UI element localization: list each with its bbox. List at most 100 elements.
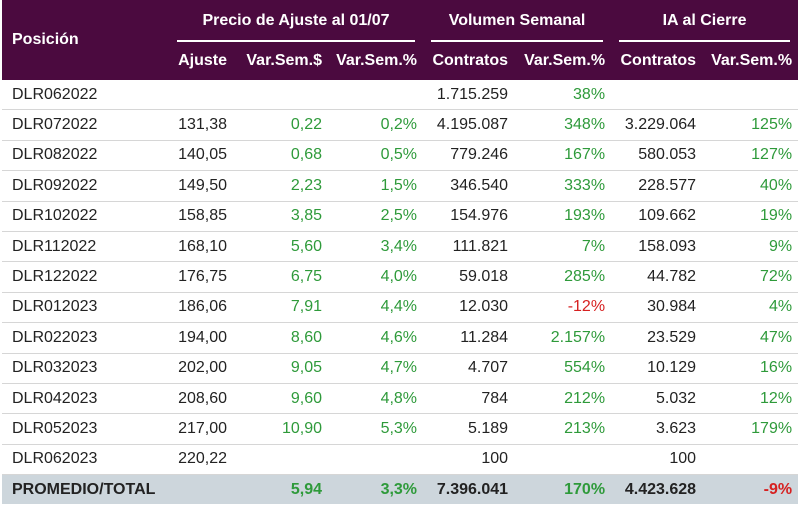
futures-table-container: Posición Precio de Ajuste al 01/07 Volum… <box>2 0 799 505</box>
cell-posicion: DLR092022 <box>2 170 169 202</box>
cell-posicion: DLR062023 <box>2 444 169 476</box>
table-cell: 228.577 <box>611 170 703 202</box>
table-cell: 179% <box>702 413 799 445</box>
table-cell: 9% <box>702 231 799 263</box>
table-cell: 5.032 <box>611 383 703 415</box>
table-cell: 2.157% <box>514 322 612 354</box>
table-cell: 72% <box>702 261 799 293</box>
table-cell: 47% <box>702 322 799 354</box>
table-body: DLR062022 1.715.259 38% DLR072022 131,38 0,22… <box>2 80 799 505</box>
table-cell: 2,5% <box>328 201 424 232</box>
table-cell: 100 <box>423 444 515 476</box>
table-cell: 5,94 <box>233 474 328 505</box>
table-cell: 100 <box>611 444 703 476</box>
table-row: DLR062022 1.715.259 38% <box>2 80 799 111</box>
table-cell: 6,75 <box>233 261 328 293</box>
header-group-ia-label: IA al Cierre <box>662 12 747 29</box>
table-cell: 8,60 <box>233 322 328 354</box>
table-cell <box>233 444 328 476</box>
table-cell: 3.623 <box>611 413 703 445</box>
table-cell: 140,05 <box>169 140 233 172</box>
table-cell: 348% <box>514 109 612 141</box>
table-cell: 38% <box>514 80 612 111</box>
table-row: DLR102022 158,85 3,85 2,5% 154.976 193% 109.66… <box>2 201 799 232</box>
table-cell: 10.129 <box>611 353 703 384</box>
table-row: DLR082022 140,05 0,68 0,5% 779.246 167% 580.05… <box>2 140 799 172</box>
cell-posicion: DLR032023 <box>2 353 169 384</box>
table-cell: 4,0% <box>328 261 424 293</box>
table-cell: 0,68 <box>233 140 328 172</box>
table-cell: 220,22 <box>169 444 233 476</box>
table-cell: 4,7% <box>328 353 424 384</box>
table-cell: 0,22 <box>233 109 328 141</box>
subheader-volumen-var-sem-pct: Var.Sem.% <box>514 42 612 80</box>
table-cell: 127% <box>702 140 799 172</box>
cell-posicion: PROMEDIO/TOTAL <box>2 474 169 505</box>
cell-posicion: DLR072022 <box>2 109 169 141</box>
table-cell: 167% <box>514 140 612 172</box>
header-group-precio-label: Precio de Ajuste al 01/07 <box>202 12 390 29</box>
table-cell <box>702 80 799 111</box>
table-cell <box>233 80 328 111</box>
cell-posicion: DLR012023 <box>2 292 169 324</box>
table-cell: 4% <box>702 292 799 324</box>
table-cell: 285% <box>514 261 612 293</box>
header-group-precio-ajuste: Precio de Ajuste al 01/07 <box>169 0 424 42</box>
table-cell: 176,75 <box>169 261 233 293</box>
table-row: DLR112022 168,10 5,60 3,4% 111.821 7% 158.093 9… <box>2 231 799 263</box>
table-cell: 3.229.064 <box>611 109 703 141</box>
table-cell: 30.984 <box>611 292 703 324</box>
table-cell: 125% <box>702 109 799 141</box>
subheader-var-sem-pesos: Var.Sem.$ <box>233 42 328 80</box>
table-cell: 19% <box>702 201 799 232</box>
table-cell: 4.707 <box>423 353 515 384</box>
table-row: DLR072022 131,38 0,22 0,2% 4.195.087 348% 3.22… <box>2 109 799 141</box>
table-cell: 554% <box>514 353 612 384</box>
table-cell: -9% <box>702 474 799 505</box>
table-cell: 12.030 <box>423 292 515 324</box>
table-cell: 158.093 <box>611 231 703 263</box>
cell-posicion: DLR062022 <box>2 80 169 111</box>
futures-table: Posición Precio de Ajuste al 01/07 Volum… <box>2 0 799 505</box>
header-group-volumen: Volumen Semanal <box>423 0 612 42</box>
table-cell: 212% <box>514 383 612 415</box>
cell-posicion: DLR122022 <box>2 261 169 293</box>
table-cell: 12% <box>702 383 799 415</box>
table-cell: 16% <box>702 353 799 384</box>
header-group-ia-cierre: IA al Cierre <box>611 0 799 42</box>
group-underline <box>177 40 416 42</box>
table-cell: 580.053 <box>611 140 703 172</box>
table-cell: 4,6% <box>328 322 424 354</box>
total-row: PROMEDIO/TOTAL 5,94 3,3% 7.396.041 170% 4.423… <box>2 474 799 505</box>
table-cell: 208,60 <box>169 383 233 415</box>
table-cell: 7.396.041 <box>423 474 515 505</box>
table-cell: 2,23 <box>233 170 328 202</box>
table-cell <box>169 474 233 505</box>
table-row: DLR042023 208,60 9,60 4,8% 784 212% 5.032 12% <box>2 383 799 415</box>
header-posicion: Posición <box>2 0 169 80</box>
table-cell: 111.821 <box>423 231 515 263</box>
table-cell: 346.540 <box>423 170 515 202</box>
table-cell: 779.246 <box>423 140 515 172</box>
table-cell: 784 <box>423 383 515 415</box>
cell-posicion: DLR082022 <box>2 140 169 172</box>
table-row: DLR062023 220,22 100 100 <box>2 444 799 476</box>
table-cell: 1.715.259 <box>423 80 515 111</box>
table-row: DLR092022 149,50 2,23 1,5% 346.540 333% 228.57… <box>2 170 799 202</box>
table-cell: 1,5% <box>328 170 424 202</box>
table-cell: -12% <box>514 292 612 324</box>
table-cell: 7,91 <box>233 292 328 324</box>
table-cell: 9,05 <box>233 353 328 384</box>
table-cell: 4.195.087 <box>423 109 515 141</box>
cell-posicion: DLR112022 <box>2 231 169 263</box>
cell-posicion: DLR042023 <box>2 383 169 415</box>
table-cell: 44.782 <box>611 261 703 293</box>
table-cell: 194,00 <box>169 322 233 354</box>
table-cell: 10,90 <box>233 413 328 445</box>
table-header: Posición Precio de Ajuste al 01/07 Volum… <box>2 0 799 80</box>
table-cell <box>611 80 703 111</box>
table-cell: 202,00 <box>169 353 233 384</box>
table-cell <box>514 444 612 476</box>
table-cell <box>328 80 424 111</box>
subheader-volumen-contratos: Contratos <box>423 42 515 80</box>
